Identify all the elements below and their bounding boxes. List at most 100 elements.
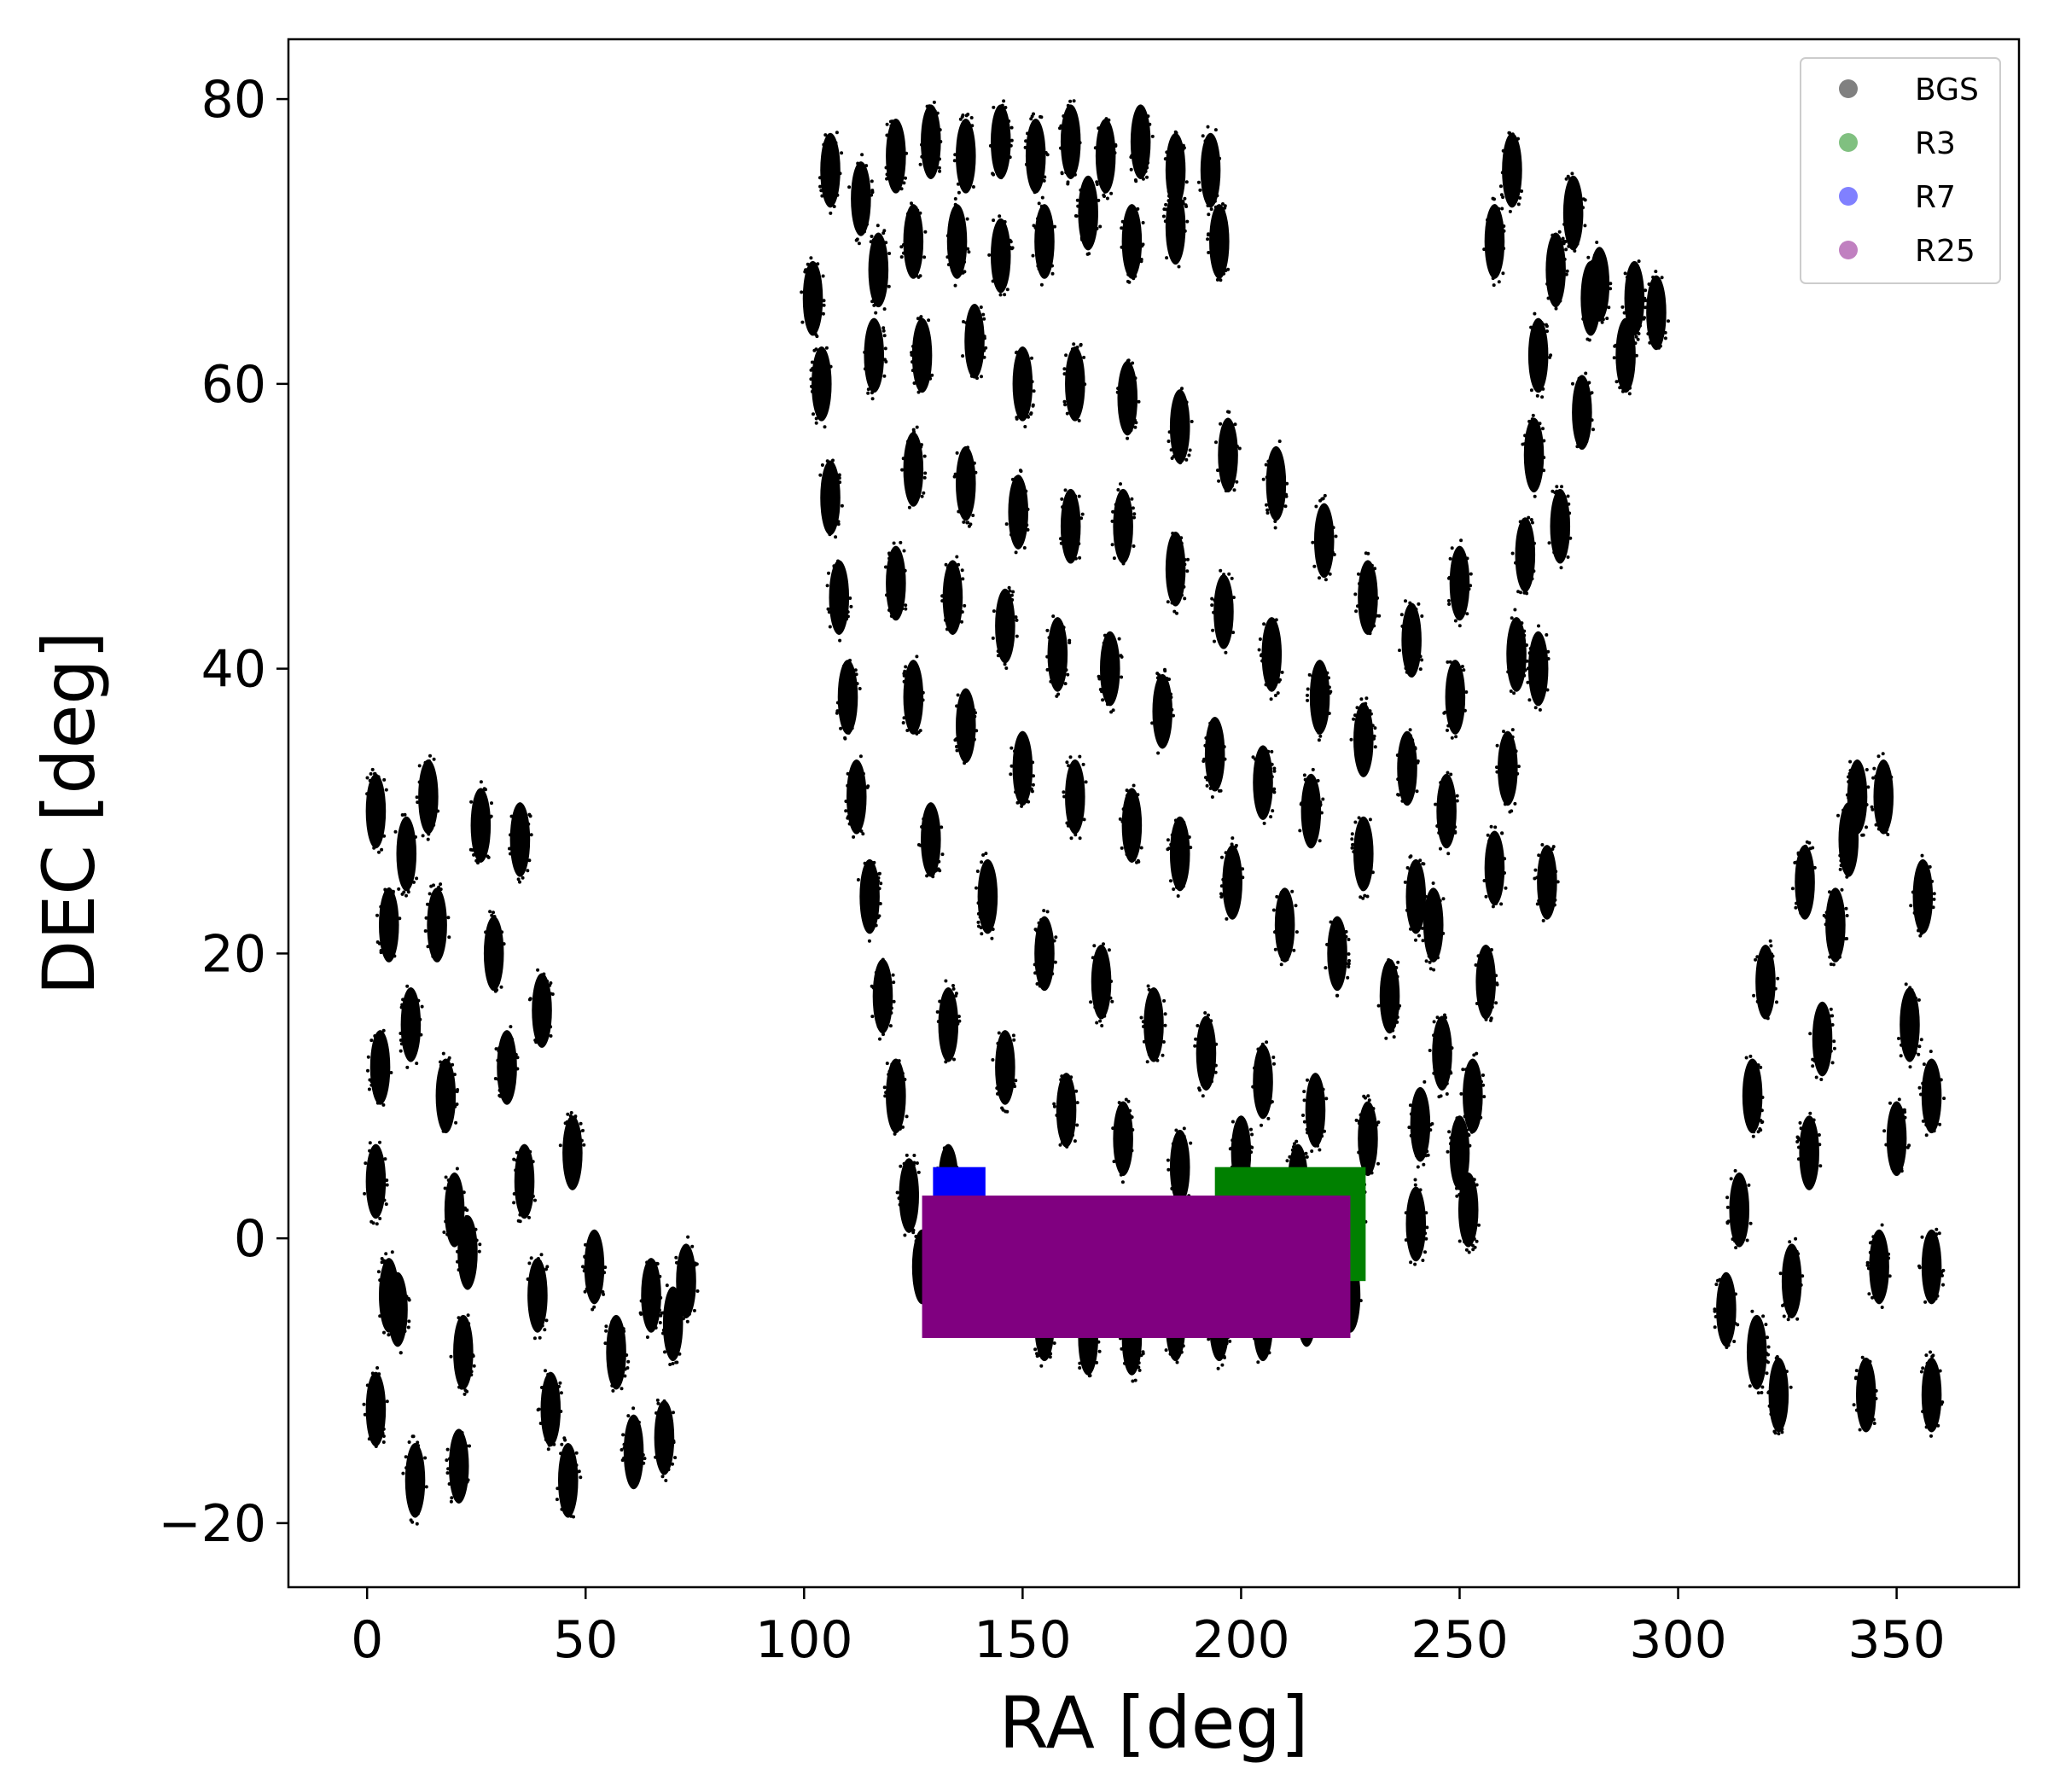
bgs-point	[1059, 146, 1062, 150]
bgs-point	[1623, 271, 1627, 276]
bgs-point	[1033, 971, 1038, 975]
bgs-point	[1069, 490, 1073, 494]
bgs-point	[1903, 1115, 1907, 1120]
bgs-point	[528, 1149, 532, 1154]
bgs-point	[955, 704, 959, 708]
bgs-point	[406, 1325, 410, 1329]
bgs-point	[1552, 903, 1556, 907]
bgs-point	[1177, 390, 1181, 394]
bgs-point	[1819, 1078, 1824, 1081]
bgs-point	[1921, 1081, 1925, 1085]
bgs-field	[961, 303, 988, 381]
bgs-point	[980, 375, 983, 379]
bgs-point	[1049, 1352, 1053, 1356]
bgs-point	[866, 784, 870, 788]
bgs-field	[1166, 1126, 1193, 1213]
legend-box	[1800, 57, 2001, 284]
bgs-point	[1501, 271, 1505, 276]
bgs-point	[581, 1128, 585, 1132]
bgs-point	[378, 1278, 382, 1283]
bgs-point	[965, 521, 969, 525]
bgs-point	[996, 654, 1000, 658]
bgs-point	[872, 303, 876, 307]
bgs-point	[439, 882, 443, 887]
bgs-point	[1568, 536, 1573, 540]
bgs-point	[451, 1174, 455, 1178]
bgs-point	[1009, 772, 1013, 777]
bgs-point	[1416, 1165, 1420, 1169]
bgs-point	[1556, 880, 1560, 884]
bgs-point	[1455, 794, 1459, 798]
bgs-point	[1031, 403, 1035, 407]
bgs-point	[1654, 270, 1658, 274]
bgs-point	[832, 205, 836, 208]
bgs-point	[1832, 1046, 1836, 1050]
bgs-point	[447, 1482, 451, 1486]
bgs-point	[1068, 641, 1072, 645]
bgs-point	[460, 1431, 464, 1434]
bgs-point	[369, 1039, 374, 1043]
bgs-point	[1115, 390, 1120, 394]
bgs-point	[415, 1521, 419, 1526]
bgs-point	[512, 1157, 516, 1161]
bgs-point	[604, 1329, 608, 1333]
bgs-point	[500, 930, 504, 934]
bgs-point	[960, 610, 964, 614]
bgs-point	[1889, 775, 1894, 779]
bgs-point	[960, 620, 963, 624]
bgs-point	[1213, 199, 1217, 203]
bgs-point	[454, 1497, 458, 1501]
bgs-field	[1498, 131, 1524, 213]
bgs-point	[1350, 846, 1354, 850]
bgs-point	[1030, 356, 1033, 360]
bgs-point	[1170, 707, 1174, 712]
bgs-point	[1167, 439, 1171, 444]
bgs-point	[1452, 660, 1457, 664]
bgs-point	[1404, 1211, 1408, 1215]
bgs-point	[1038, 984, 1042, 988]
bgs-point	[1829, 1049, 1833, 1053]
bgs-point	[889, 1006, 893, 1010]
bgs-point	[1272, 769, 1277, 773]
bgs-point	[405, 818, 410, 823]
bgs-point	[527, 1215, 531, 1219]
bgs-point	[455, 1234, 459, 1238]
bgs-point	[1124, 1097, 1128, 1102]
bgs-point	[1911, 890, 1915, 894]
bgs-point	[882, 334, 887, 338]
bgs-point	[368, 1141, 372, 1145]
bgs-point	[1003, 293, 1007, 297]
bgs-point	[1077, 494, 1081, 498]
bgs-point	[975, 886, 978, 890]
bgs-point	[509, 833, 512, 837]
bgs-point	[1172, 454, 1176, 458]
bgs-point	[448, 1457, 451, 1461]
bgs-point	[1760, 1120, 1764, 1125]
bgs-field	[1009, 730, 1035, 808]
bgs-point	[552, 1442, 556, 1446]
bgs-point	[1396, 793, 1400, 797]
bgs-point	[1231, 836, 1235, 841]
bgs-point	[441, 1051, 445, 1056]
bgs-point	[1050, 264, 1054, 268]
bgs-point	[1829, 963, 1833, 966]
bgs-point	[1750, 1309, 1754, 1313]
bgs-point	[1409, 1133, 1413, 1137]
bgs-point	[1874, 1388, 1878, 1393]
bgs-point	[546, 1447, 550, 1452]
bgs-point	[1482, 1013, 1486, 1017]
bgs-field	[1446, 538, 1473, 628]
bgs-point	[412, 880, 416, 884]
bgs-point	[953, 153, 957, 157]
bgs-point	[456, 1260, 459, 1264]
bgs-point	[471, 1354, 475, 1359]
bgs-point	[1132, 858, 1137, 862]
bgs-point	[876, 876, 881, 880]
bgs-point	[1362, 1094, 1366, 1098]
bgs-point	[1347, 964, 1351, 969]
bgs-point	[966, 121, 969, 125]
bgs-point	[902, 549, 906, 553]
bgs-point	[881, 957, 885, 962]
bgs-point	[579, 1475, 583, 1480]
bgs-point	[490, 913, 494, 917]
